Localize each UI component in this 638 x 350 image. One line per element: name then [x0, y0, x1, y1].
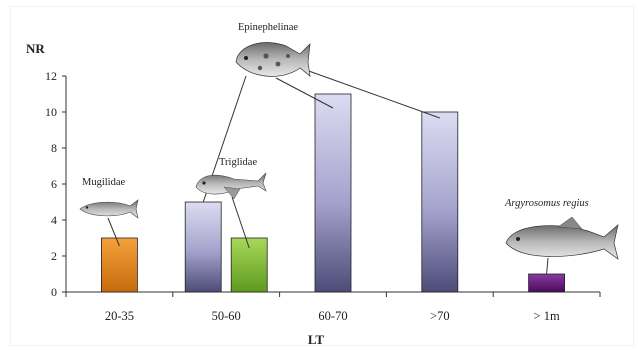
y-tick-label: 12 [45, 69, 57, 83]
x-category-label: 50-60 [212, 309, 241, 323]
mugilidae-fish-icon [79, 199, 139, 219]
connector-line [107, 217, 120, 247]
bar-epinephelinae [421, 111, 459, 293]
axes: 0 2 4 6 8 10 12 20-35 50-60 60-70 >70 > 1m [45, 69, 601, 323]
epinephelinae-fish-icon [235, 42, 311, 77]
x-category-label: 60-70 [318, 309, 347, 323]
mugilidae-label: Mugilidae [82, 177, 125, 188]
argyrosomus-label: Argyrosomus regius [504, 198, 589, 209]
triglidae-fish-icon [195, 172, 267, 200]
y-tick-label: 8 [51, 141, 57, 155]
bar-triglidae [230, 237, 268, 293]
x-category-label: >70 [430, 309, 450, 323]
bar-epinephelinae [314, 93, 352, 293]
x-category-label: > 1m [534, 309, 560, 323]
y-axis-title: NR [26, 41, 45, 56]
x-category-label: 20-35 [105, 309, 134, 323]
connector-line [305, 69, 440, 119]
connector-line [275, 77, 334, 109]
bar-epinephelinae [184, 201, 222, 293]
connector-line [546, 257, 549, 275]
argyrosomus-fish-icon [505, 216, 619, 260]
y-tick-label: 2 [51, 249, 57, 263]
y-tick-label: 10 [45, 105, 57, 119]
epinephelinae-label: Epinephelinae [238, 22, 298, 33]
y-tick-label: 6 [51, 177, 57, 191]
bar-mugilidae [101, 237, 138, 293]
bar-argyrosomus-regius [528, 273, 565, 293]
y-tick-label: 0 [51, 285, 57, 299]
connector-line [231, 196, 250, 249]
bars [101, 93, 565, 293]
x-axis-title: LT [308, 332, 324, 347]
y-tick-label: 4 [51, 213, 57, 227]
triglidae-label: Triglidae [219, 157, 257, 168]
